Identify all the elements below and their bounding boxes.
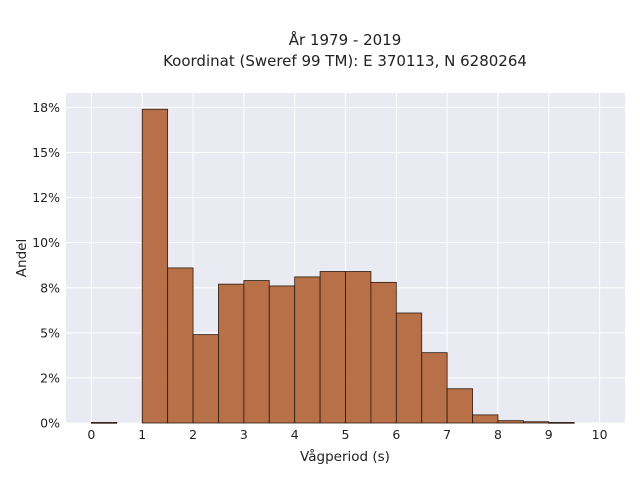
- histogram-bar-5: [218, 283, 245, 424]
- histogram-bar-15: [472, 414, 499, 424]
- x-tick-label-9: 9: [545, 427, 553, 442]
- y-axis-ticks: 0% 2% 5% 8% 10% 12% 15% 18%: [32, 100, 60, 431]
- y-tick-label-6: 15%: [32, 145, 60, 160]
- y-tick-label-4: 10%: [32, 235, 60, 250]
- histogram-bar-18: [548, 422, 575, 424]
- chart-title-line1: År 1979 - 2019: [289, 30, 402, 49]
- histogram-bar-9: [319, 271, 346, 424]
- histogram-bar-11: [370, 281, 397, 424]
- histogram-bar-4: [192, 334, 219, 424]
- y-tick-label-0: 0%: [40, 416, 60, 431]
- x-tick-label-7: 7: [443, 427, 451, 442]
- x-axis-label: Vågperiod (s): [300, 448, 390, 465]
- x-tick-label-10: 10: [592, 427, 608, 442]
- histogram-bar-7: [268, 285, 296, 424]
- histogram-bar-17: [522, 421, 550, 424]
- histogram-bar-8: [294, 276, 321, 424]
- y-tick-label-1: 2%: [40, 370, 60, 385]
- y-tick-label-2: 5%: [40, 325, 60, 340]
- y-tick-label-5: 12%: [32, 190, 60, 205]
- histogram-bar-13: [421, 352, 448, 424]
- histogram-bar-0: [91, 422, 118, 424]
- x-tick-label-2: 2: [189, 427, 197, 442]
- x-tick-label-0: 0: [87, 427, 95, 442]
- x-tick-label-1: 1: [138, 427, 146, 442]
- histogram-bar-12: [395, 312, 423, 424]
- x-tick-label-4: 4: [291, 427, 299, 442]
- histogram-bar-3: [167, 267, 194, 424]
- y-tick-label-3: 8%: [40, 280, 60, 295]
- chart-title-line2: Koordinat (Sweref 99 TM): E 370113, N 62…: [163, 52, 527, 70]
- x-tick-label-6: 6: [392, 427, 400, 442]
- y-axis-label: Andel: [14, 239, 30, 277]
- histogram-bars: [91, 108, 575, 424]
- x-tick-label-3: 3: [240, 427, 248, 442]
- x-axis-ticks: 0 1 2 3 4 5 6 7 8 9 10: [87, 427, 607, 442]
- y-tick-label-7: 18%: [32, 100, 60, 115]
- histogram-bar-2: [141, 108, 169, 424]
- x-tick-label-5: 5: [342, 427, 350, 442]
- histogram-bar-16: [497, 420, 524, 424]
- histogram-bar-6: [243, 280, 270, 424]
- x-tick-label-8: 8: [494, 427, 502, 442]
- histogram-bar-14: [446, 388, 473, 424]
- histogram-bar-10: [345, 271, 372, 424]
